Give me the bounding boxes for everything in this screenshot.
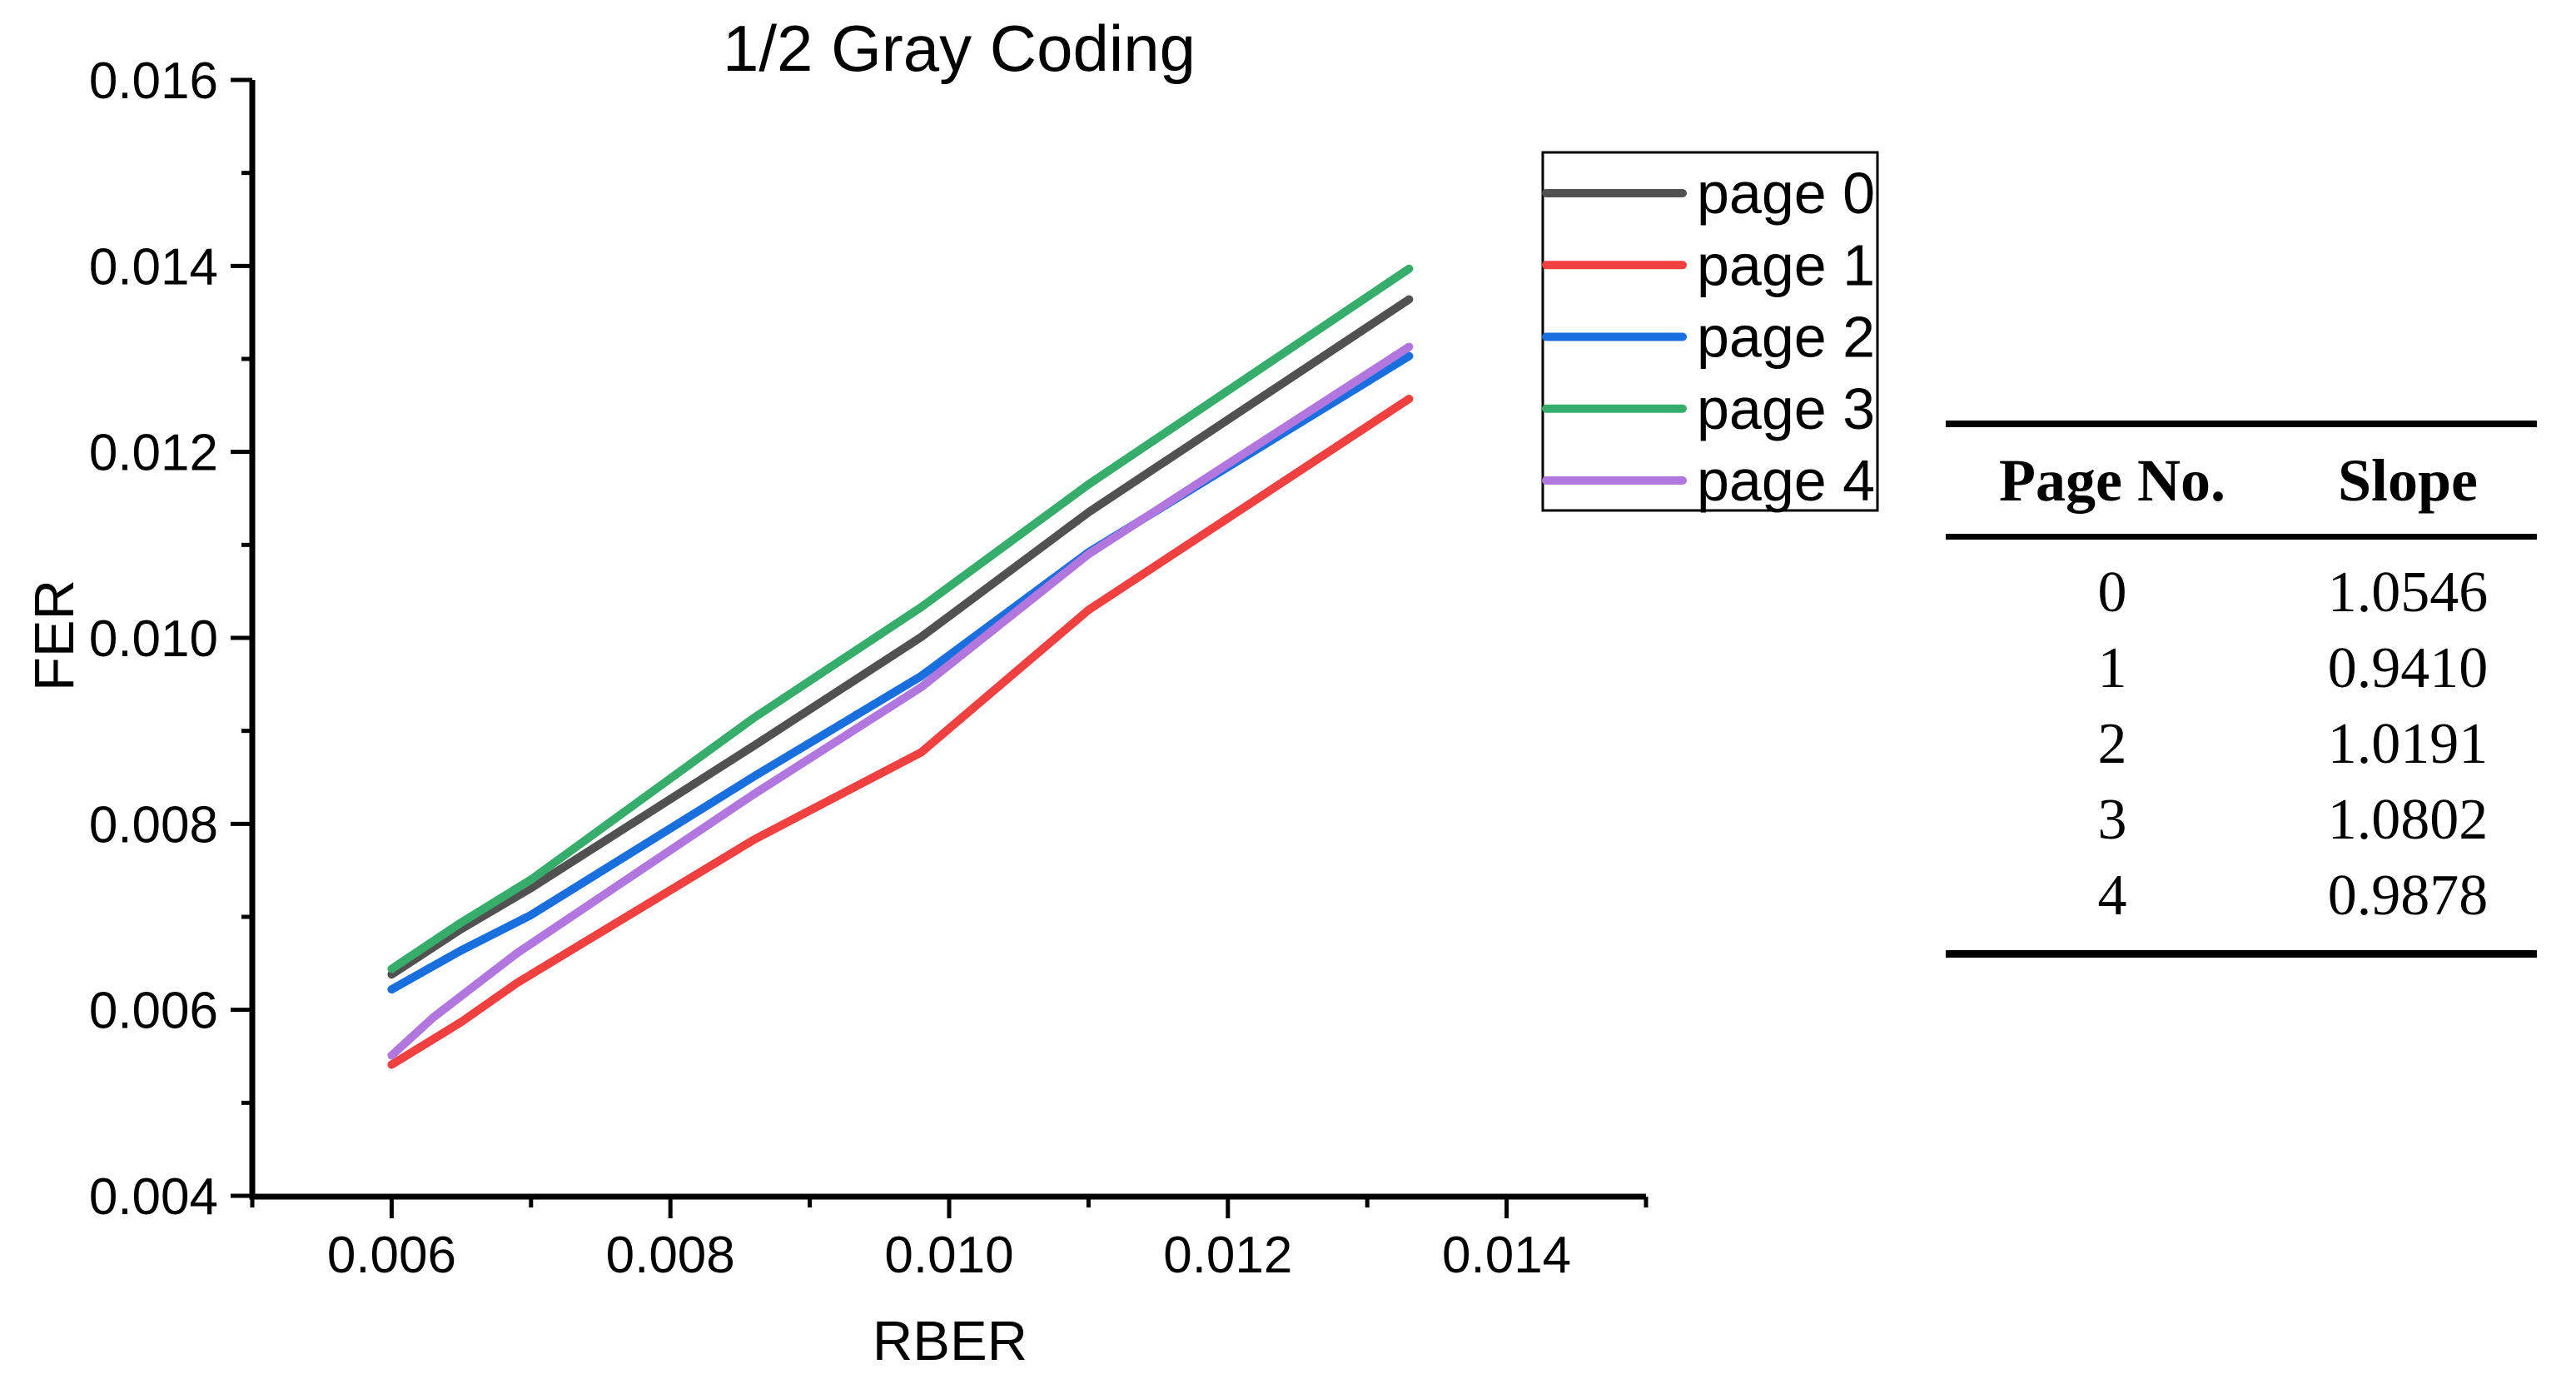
page-no-cell: 2	[2097, 712, 2127, 776]
series-lines	[387, 264, 1414, 1069]
page-no-cell: 4	[2097, 864, 2127, 928]
table-row: 4 0.9878	[1946, 858, 2537, 933]
y-tick-label: 0.004	[89, 1168, 218, 1226]
series-line-page-2	[387, 351, 1414, 994]
table-row: 0 1.0546	[1946, 555, 2537, 630]
series-line-page-3	[387, 264, 1414, 973]
slope-table-header: Page No. Slope	[1946, 427, 2537, 540]
slope-cell: 1.0546	[2327, 560, 2489, 625]
table-row: 2 1.0191	[1946, 706, 2537, 782]
y-tick-label: 0.008	[89, 796, 218, 854]
slope-cell: 0.9410	[2327, 636, 2489, 700]
chart-title: 1/2 Gray Coding	[723, 12, 1196, 85]
legend-label: page 1	[1697, 232, 1875, 297]
legend-frame	[1541, 151, 1879, 512]
legend-label: page 4	[1697, 448, 1875, 513]
page-no-cell: 0	[2097, 560, 2127, 625]
legend-item: page 1	[1542, 232, 1875, 297]
legend-item: page 0	[1542, 161, 1875, 226]
series-line-page-1	[387, 395, 1414, 1069]
legend-item: page 4	[1542, 448, 1875, 513]
x-axis-label: RBER	[873, 1310, 1027, 1372]
page-no-cell: 3	[2097, 788, 2127, 852]
y-tick-label: 0.006	[89, 983, 218, 1040]
slope-table-body: 0 1.0546 1 0.9410 2 1.0191 3 1.0802 4 0.9878	[1946, 540, 2537, 950]
x-tick-label: 0.010	[884, 1227, 1013, 1284]
axes-layer: 0.004 0.006 0.008 0.010 0.012 0.014 0.016 0.006…	[89, 52, 1649, 1284]
table-header-slope: Slope	[2337, 446, 2479, 514]
series-line-page-4	[387, 342, 1414, 1060]
legend-item: page 3	[1542, 376, 1875, 441]
slope-table: Page No. Slope 0 1.0546 1 0.9410 2 1.0191 3 1.0…	[1946, 421, 2537, 958]
series-line-page-0	[387, 295, 1414, 979]
legend-item: page 2	[1542, 305, 1875, 370]
y-tick-label: 0.012	[89, 425, 218, 482]
y-axis-label: FER	[23, 580, 86, 691]
table-header-page-no: Page No.	[1999, 446, 2225, 514]
y-tick-label: 0.010	[89, 610, 218, 668]
axis-spines	[249, 80, 1646, 1200]
table-row: 1 0.9410	[1946, 630, 2537, 706]
slope-cell: 1.0802	[2327, 788, 2489, 852]
x-tick-label: 0.014	[1442, 1227, 1571, 1284]
slope-cell: 1.0191	[2327, 712, 2489, 776]
y-tick-label: 0.016	[89, 52, 218, 110]
x-tick-label: 0.012	[1163, 1227, 1292, 1284]
table-row: 3 1.0802	[1946, 782, 2537, 858]
x-tick-label: 0.008	[606, 1227, 735, 1284]
legend-label: page 0	[1697, 161, 1875, 226]
y-tick-label: 0.014	[89, 238, 218, 296]
legend-label: page 3	[1697, 376, 1875, 441]
x-tick-label: 0.006	[327, 1227, 456, 1284]
slope-cell: 0.9878	[2327, 864, 2489, 928]
legend-label: page 2	[1697, 305, 1875, 370]
page-no-cell: 1	[2097, 636, 2127, 700]
